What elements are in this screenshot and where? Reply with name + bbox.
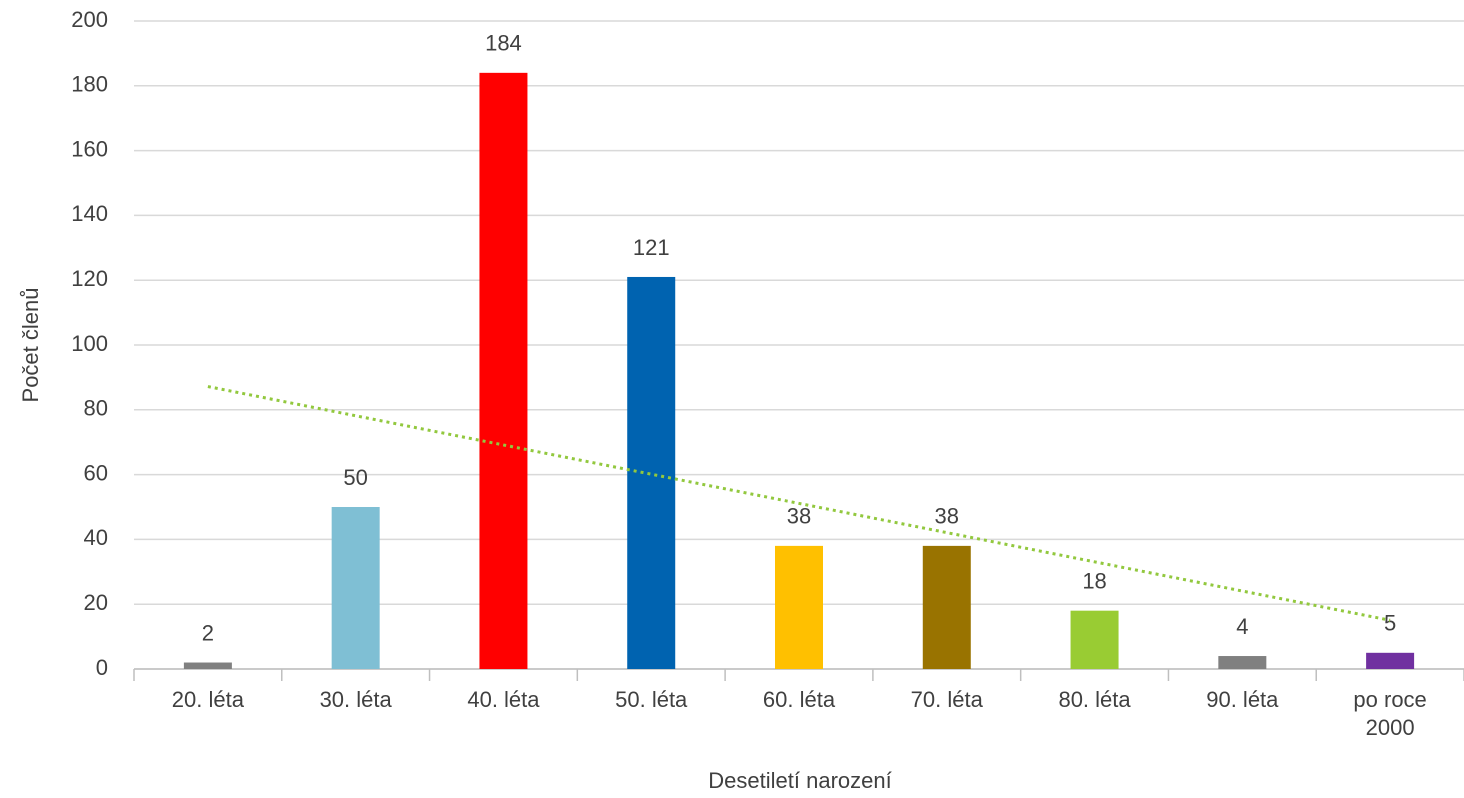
data-label: 4 — [1236, 614, 1248, 639]
y-tick-label: 100 — [71, 331, 108, 356]
x-tick-label: 50. léta — [615, 687, 688, 712]
y-axis-title: Počet členů — [18, 288, 43, 403]
y-tick-label: 20 — [84, 590, 108, 615]
x-tick-label: 60. léta — [762, 687, 836, 712]
bar — [183, 662, 232, 669]
y-tick-label: 200 — [71, 7, 108, 32]
bar — [331, 507, 380, 669]
y-tick-label: 40 — [84, 525, 108, 550]
bar — [1366, 652, 1415, 669]
x-tick-label: 30. léta — [319, 687, 392, 712]
x-axis-title: Desetiletí narození — [708, 768, 891, 793]
x-tick-label: po roce 2000 — [1353, 687, 1427, 740]
x-tick-label: 80. léta — [1058, 687, 1131, 712]
trendline — [207, 385, 1391, 622]
y-tick-label: 140 — [71, 201, 108, 226]
y-tick-label: 180 — [71, 72, 108, 97]
bar — [775, 545, 823, 669]
y-tick-label: 0 — [96, 655, 108, 680]
data-label: 121 — [633, 235, 670, 260]
x-tick-label: 20. léta — [171, 687, 244, 712]
bar — [1070, 610, 1119, 669]
y-tick-label: 120 — [71, 266, 108, 291]
data-label: 18 — [1082, 568, 1106, 593]
x-tick-label: 70. léta — [910, 687, 983, 712]
y-tick-label: 80 — [84, 396, 108, 421]
bar — [1218, 656, 1267, 669]
x-tick-label: 90. léta — [1206, 687, 1279, 712]
data-label: 38 — [935, 504, 959, 529]
data-label: 38 — [787, 504, 811, 529]
bar — [922, 545, 971, 669]
data-label: 5 — [1384, 611, 1396, 636]
data-label: 184 — [485, 31, 522, 56]
bar — [627, 276, 676, 669]
data-label: 2 — [202, 620, 214, 645]
y-tick-label: 160 — [71, 136, 108, 161]
bar — [479, 72, 528, 670]
x-tick-label: 40. léta — [467, 687, 540, 712]
y-tick-label: 60 — [84, 460, 108, 485]
data-label: 50 — [343, 465, 367, 490]
